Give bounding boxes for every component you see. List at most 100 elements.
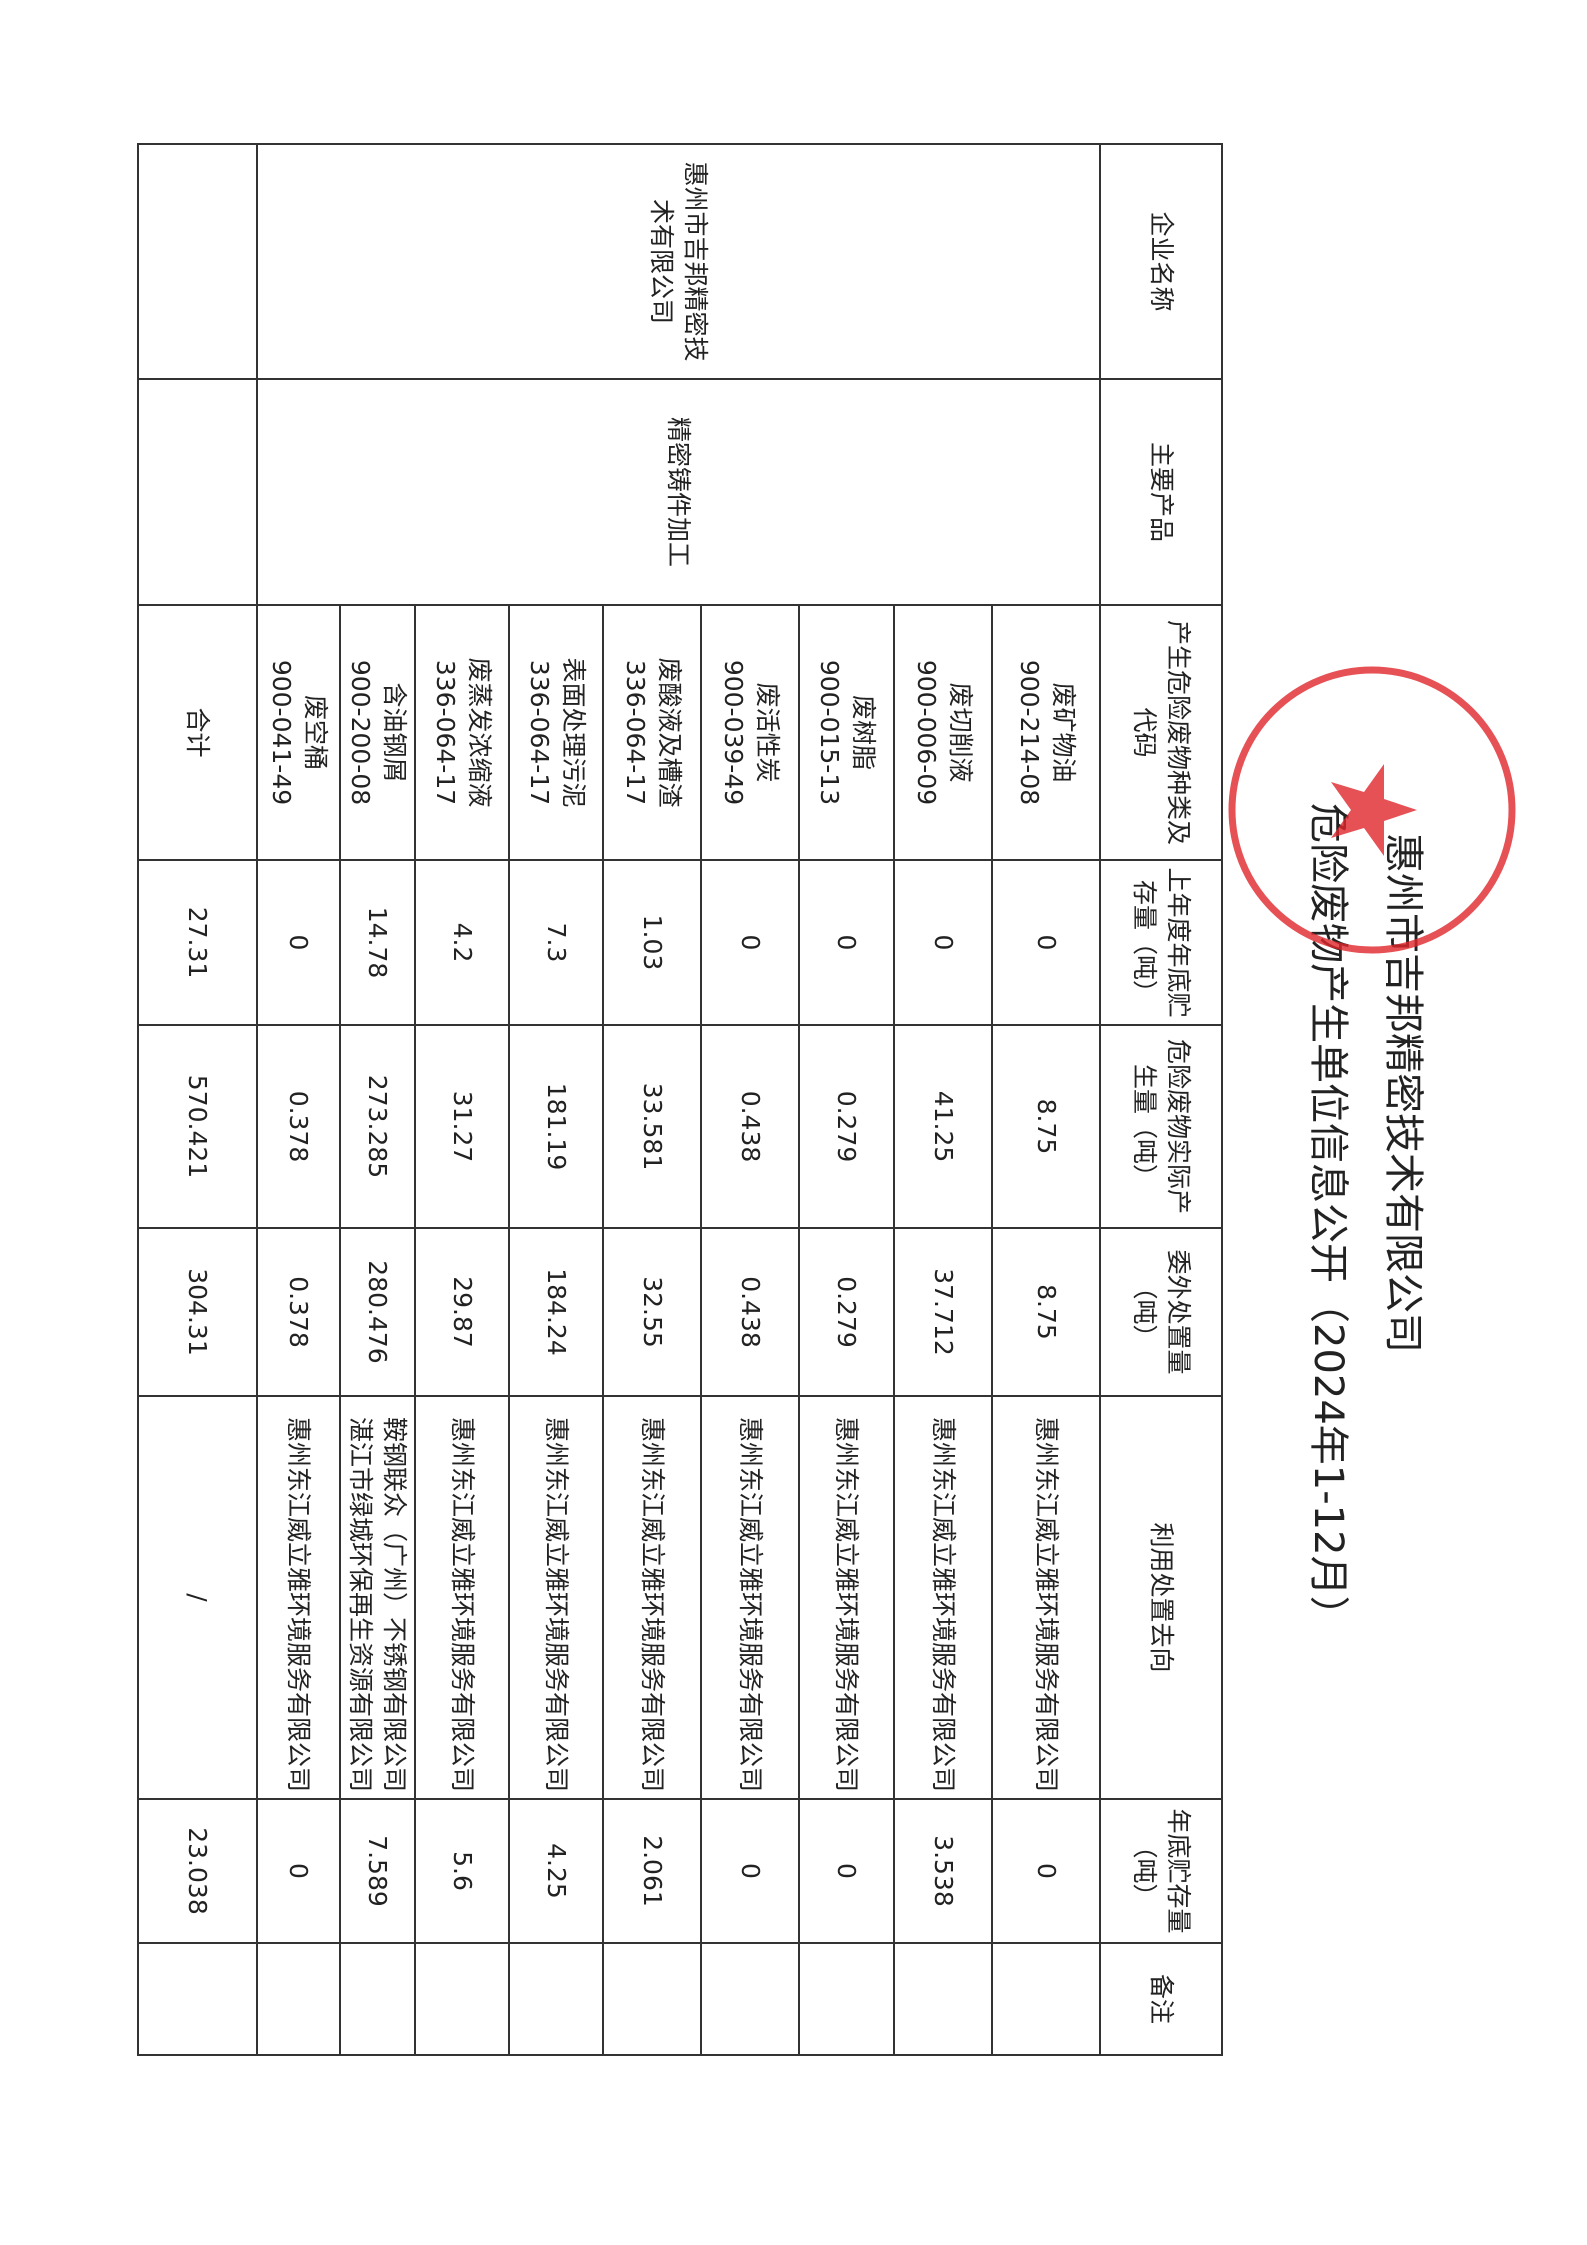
produced-cell: 0.279 [799,1025,894,1228]
column-header: 产生危险废物种类及代码 [1100,605,1222,860]
rotated-page: 惠州市吉邦精密技术有限公司 危险废物产生单位信息公开（2024年1-12月） 企… [137,143,1426,2056]
year-end-stock-cell: 4.25 [509,1799,603,1943]
column-header: 主要产品 [1100,379,1222,605]
produced-cell: 181.19 [509,1025,603,1228]
waste-code: 336-064-17 [525,659,554,806]
disposed-cell: 184.24 [509,1228,603,1396]
prev-stock-cell: 4.2 [415,860,509,1025]
destination-cell: 惠州东江威立雅环境服务有限公司 [603,1396,701,1799]
column-header: 上年度年底贮存量（吨） [1100,860,1222,1025]
note-cell [340,1943,415,2055]
waste-name: 废切削液 [946,682,975,783]
waste-code: 900-200-08 [346,659,376,806]
destination-cell: 惠州东江威立雅环境服务有限公司 [992,1396,1100,1799]
total-produced: 570.421 [138,1025,257,1228]
title-subtitle: 危险废物产生单位信息公开（2024年1-12月） [1305,803,1351,1636]
destination-cell: 惠州东江威立雅环境服务有限公司 [799,1396,894,1799]
column-header: 利用处置去向 [1100,1396,1222,1799]
waste-type-cell: 废树脂 900-015-13 [799,605,894,860]
waste-code: 900-039-49 [719,659,748,806]
waste-code: 900-214-08 [1015,659,1044,806]
destination-cell: 惠州东江威立雅环境服务有限公司 [415,1396,509,1799]
disposed-cell: 0.438 [701,1228,799,1396]
column-header: 备注 [1100,1943,1222,2055]
year-end-stock-cell: 2.061 [603,1799,701,1943]
total-note [138,1943,257,2055]
waste-name: 废蒸发浓缩液 [465,657,494,808]
prev-stock-cell: 0 [257,860,340,1025]
produced-cell: 0.438 [701,1025,799,1228]
note-cell [509,1943,603,2055]
prev-stock-cell: 0 [701,860,799,1025]
waste-name: 废空桶 [301,694,331,770]
year-end-stock-cell: 0 [799,1799,894,1943]
disposed-cell: 0.279 [799,1228,894,1396]
produced-cell: 273.285 [340,1025,415,1228]
waste-name: 表面处理污泥 [559,657,588,808]
total-disposed: 304.31 [138,1228,257,1396]
waste-name: 废酸液及槽渣 [655,657,684,808]
company-name-cell: 惠州市吉邦精密技术有限公司 [257,144,1100,379]
waste-code: 336-064-17 [431,659,460,806]
disposed-cell: 8.75 [992,1228,1100,1396]
document-title: 惠州市吉邦精密技术有限公司 危险废物产生单位信息公开（2024年1-12月） [1233,143,1473,2055]
total-year-end-stock: 23.038 [138,1799,257,1943]
total-label: 合计 [138,605,257,860]
total-row: 合计 27.31 570.421 304.31/23.038 [138,144,257,2055]
waste-name: 废活性炭 [753,682,782,783]
prev-stock-cell: 1.03 [603,860,701,1025]
waste-type-cell: 废空桶 900-041-49 [257,605,340,860]
year-end-stock-cell: 5.6 [415,1799,509,1943]
prev-stock-cell: 0 [799,860,894,1025]
waste-type-cell: 废活性炭 900-039-49 [701,605,799,860]
waste-type-cell: 废蒸发浓缩液 336-064-17 [415,605,509,860]
waste-name: 含油钢屑 [380,682,410,783]
prev-stock-cell: 7.3 [509,860,603,1025]
note-cell [701,1943,799,2055]
column-header: 年底贮存量（吨） [1100,1799,1222,1943]
header-row: 企业名称 主要产品 产生危险废物种类及代码 上年度年底贮存量（吨） 危险废物实际产生量（… [1100,144,1222,2055]
waste-code: 900-015-13 [815,659,845,806]
waste-name: 废矿物油 [1049,682,1078,783]
destination-cell: 惠州东江威立雅环境服务有限公司 [509,1396,603,1799]
year-end-stock-cell: 3.538 [894,1799,992,1943]
column-header: 委外处置量（吨） [1100,1228,1222,1396]
destination-cell: 惠州东江威立雅环境服务有限公司 [257,1396,340,1799]
disposed-cell: 280.476 [340,1228,415,1396]
produced-cell: 41.25 [894,1025,992,1228]
blank-cell [138,144,257,379]
prev-stock-cell: 0 [894,860,992,1025]
produced-cell: 0.378 [257,1025,340,1228]
year-end-stock-cell: 0 [992,1799,1100,1943]
waste-name: 废树脂 [849,694,879,770]
destination-cell: 鞍钢联众（广州）不锈钢有限公司 湛江市绿城环保再生资源有限公司 [340,1396,415,1799]
note-cell [415,1943,509,2055]
year-end-stock-cell: 7.589 [340,1799,415,1943]
year-end-stock-cell: 0 [257,1799,340,1943]
prev-stock-cell: 14.78 [340,860,415,1025]
waste-type-cell: 表面处理污泥 336-064-17 [509,605,603,860]
waste-type-cell: 含油钢屑 900-200-08 [340,605,415,860]
note-cell [257,1943,340,2055]
destination-cell: 惠州东江威立雅环境服务有限公司 [701,1396,799,1799]
waste-code: 336-064-17 [621,659,650,806]
table-row: 惠州市吉邦精密技术有限公司 精密铸件加工 废矿物油 900-214-08 0 8.75 8.… [257,144,1100,2055]
column-header: 危险废物实际产生量（吨） [1100,1025,1222,1228]
year-end-stock-cell: 0 [701,1799,799,1943]
produced-cell: 33.581 [603,1025,701,1228]
disposed-cell: 29.87 [415,1228,509,1396]
disposed-cell: 32.55 [603,1228,701,1396]
produced-cell: 8.75 [992,1025,1100,1228]
title-company: 惠州市吉邦精密技术有限公司 [1380,833,1426,1353]
waste-code: 900-006-09 [912,659,941,806]
disposed-cell: 0.378 [257,1228,340,1396]
note-cell [799,1943,894,2055]
disposed-cell: 37.712 [894,1228,992,1396]
waste-type-cell: 废切削液 900-006-09 [894,605,992,860]
note-cell [992,1943,1100,2055]
waste-type-cell: 废矿物油 900-214-08 [992,605,1100,860]
waste-type-cell: 废酸液及槽渣 336-064-17 [603,605,701,860]
note-cell [894,1943,992,2055]
waste-code: 900-041-49 [267,659,297,806]
hazardous-waste-table: 企业名称 主要产品 产生危险废物种类及代码 上年度年底贮存量（吨） 危险废物实际产生量（… [137,143,1223,2056]
